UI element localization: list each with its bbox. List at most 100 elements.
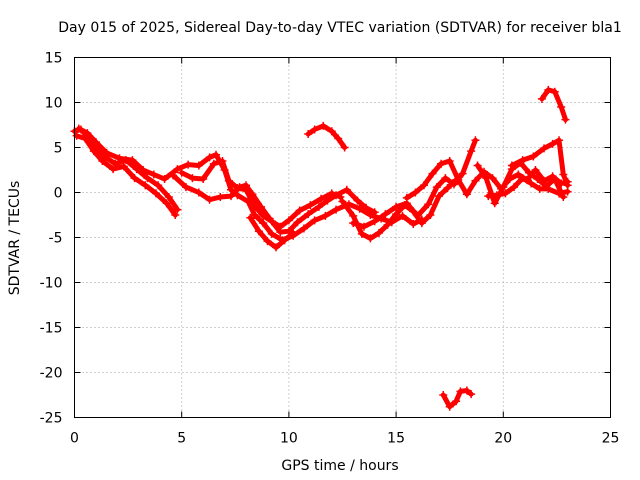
- data-point-marker: [434, 192, 443, 201]
- data-point-marker: [342, 185, 351, 194]
- data-point-marker: [143, 174, 152, 183]
- data-point-marker: [525, 168, 534, 177]
- series-line: [247, 215, 296, 250]
- data-point-marker: [555, 136, 564, 145]
- series-line: [76, 126, 234, 193]
- data-point-marker: [280, 236, 289, 245]
- data-point-marker: [98, 157, 107, 165]
- data-point-marker: [490, 199, 499, 208]
- x-tick-label: 5: [177, 431, 186, 447]
- series-track-7: [246, 213, 298, 252]
- data-point-marker: [139, 166, 148, 174]
- axis-layer: [74, 57, 611, 418]
- data-point-marker: [314, 202, 323, 211]
- data-point-marker: [419, 181, 428, 190]
- data-point-marker: [531, 166, 540, 174]
- data-point-marker: [272, 243, 281, 252]
- data-point-marker: [471, 136, 480, 145]
- y-tick-label: -25: [40, 411, 63, 427]
- data-point-marker: [327, 127, 336, 136]
- data-point-marker: [437, 159, 446, 168]
- data-point-marker: [259, 211, 268, 220]
- data-point-marker: [456, 387, 465, 396]
- data-point-marker: [370, 217, 379, 226]
- data-point-marker: [383, 220, 392, 229]
- data-point-marker: [216, 193, 225, 201]
- data-point-marker: [366, 211, 375, 219]
- x-tick-label: 15: [387, 431, 405, 447]
- data-point-marker: [336, 193, 345, 201]
- y-tick-label: -15: [40, 321, 63, 337]
- data-point-marker: [130, 174, 139, 183]
- data-point-marker: [518, 156, 527, 165]
- data-point-marker: [482, 174, 491, 183]
- series-line: [404, 158, 571, 201]
- data-point-marker: [102, 148, 111, 157]
- data-point-marker: [89, 147, 98, 156]
- data-point-marker: [319, 121, 328, 130]
- data-point-marker: [184, 160, 193, 169]
- x-tick-label: 0: [70, 431, 79, 447]
- data-point-marker: [141, 181, 150, 190]
- data-point-marker: [169, 171, 178, 180]
- data-point-marker: [499, 183, 508, 192]
- y-tick-label: 5: [54, 141, 63, 157]
- data-point-marker: [510, 183, 519, 192]
- data-point-marker: [452, 397, 461, 406]
- data-point-marker: [424, 200, 433, 209]
- series-layer: [70, 85, 572, 411]
- x-tick-label: 25: [602, 431, 620, 447]
- data-point-marker: [162, 199, 171, 208]
- series-track-16: [439, 386, 476, 411]
- data-point-marker: [471, 176, 480, 185]
- data-point-marker: [212, 150, 221, 159]
- data-point-marker: [310, 216, 319, 225]
- data-point-marker: [492, 191, 501, 200]
- y-tick-label: -5: [49, 231, 63, 247]
- data-point-marker: [332, 205, 341, 214]
- data-point-marker: [205, 153, 214, 162]
- data-point-marker: [151, 189, 160, 198]
- data-point-marker: [349, 219, 358, 228]
- label-layer: Day 015 of 2025, Sidereal Day-to-day VTE…: [7, 20, 622, 474]
- data-point-marker: [473, 161, 482, 170]
- data-point-marker: [449, 180, 458, 189]
- series-line: [485, 175, 571, 199]
- data-point-marker: [501, 189, 510, 198]
- x-tick-label: 10: [280, 431, 298, 447]
- data-point-marker: [527, 179, 536, 188]
- data-point-marker: [276, 222, 285, 231]
- data-point-marker: [164, 193, 173, 201]
- data-point-marker: [181, 183, 190, 192]
- y-tick-label: 15: [45, 51, 63, 67]
- data-point-marker: [409, 220, 418, 228]
- data-point-marker: [518, 174, 527, 183]
- data-point-marker: [340, 143, 349, 152]
- data-point-marker: [289, 229, 298, 237]
- data-point-marker: [411, 188, 420, 197]
- data-point-marker: [304, 130, 313, 138]
- y-tick-label: -10: [40, 276, 63, 292]
- data-point-marker: [428, 169, 437, 178]
- series-track-15: [537, 85, 570, 124]
- data-point-marker: [109, 165, 118, 174]
- data-point-marker: [293, 218, 302, 227]
- series-line: [179, 158, 343, 230]
- data-point-marker: [413, 211, 422, 220]
- data-point-marker: [398, 211, 407, 220]
- data-point-marker: [227, 192, 236, 201]
- data-point-marker: [284, 216, 293, 225]
- data-point-marker: [259, 219, 268, 228]
- data-point-marker: [467, 147, 476, 156]
- data-point-marker: [310, 125, 319, 134]
- data-point-marker: [349, 211, 358, 220]
- chart-title: Day 015 of 2025, Sidereal Day-to-day VTE…: [58, 20, 621, 36]
- data-point-marker: [306, 201, 315, 210]
- data-point-marker: [561, 115, 570, 124]
- data-point-marker: [514, 170, 523, 179]
- y-tick-label: -20: [40, 366, 63, 382]
- data-point-marker: [484, 192, 493, 201]
- data-point-marker: [321, 211, 330, 220]
- data-point-marker: [445, 402, 454, 411]
